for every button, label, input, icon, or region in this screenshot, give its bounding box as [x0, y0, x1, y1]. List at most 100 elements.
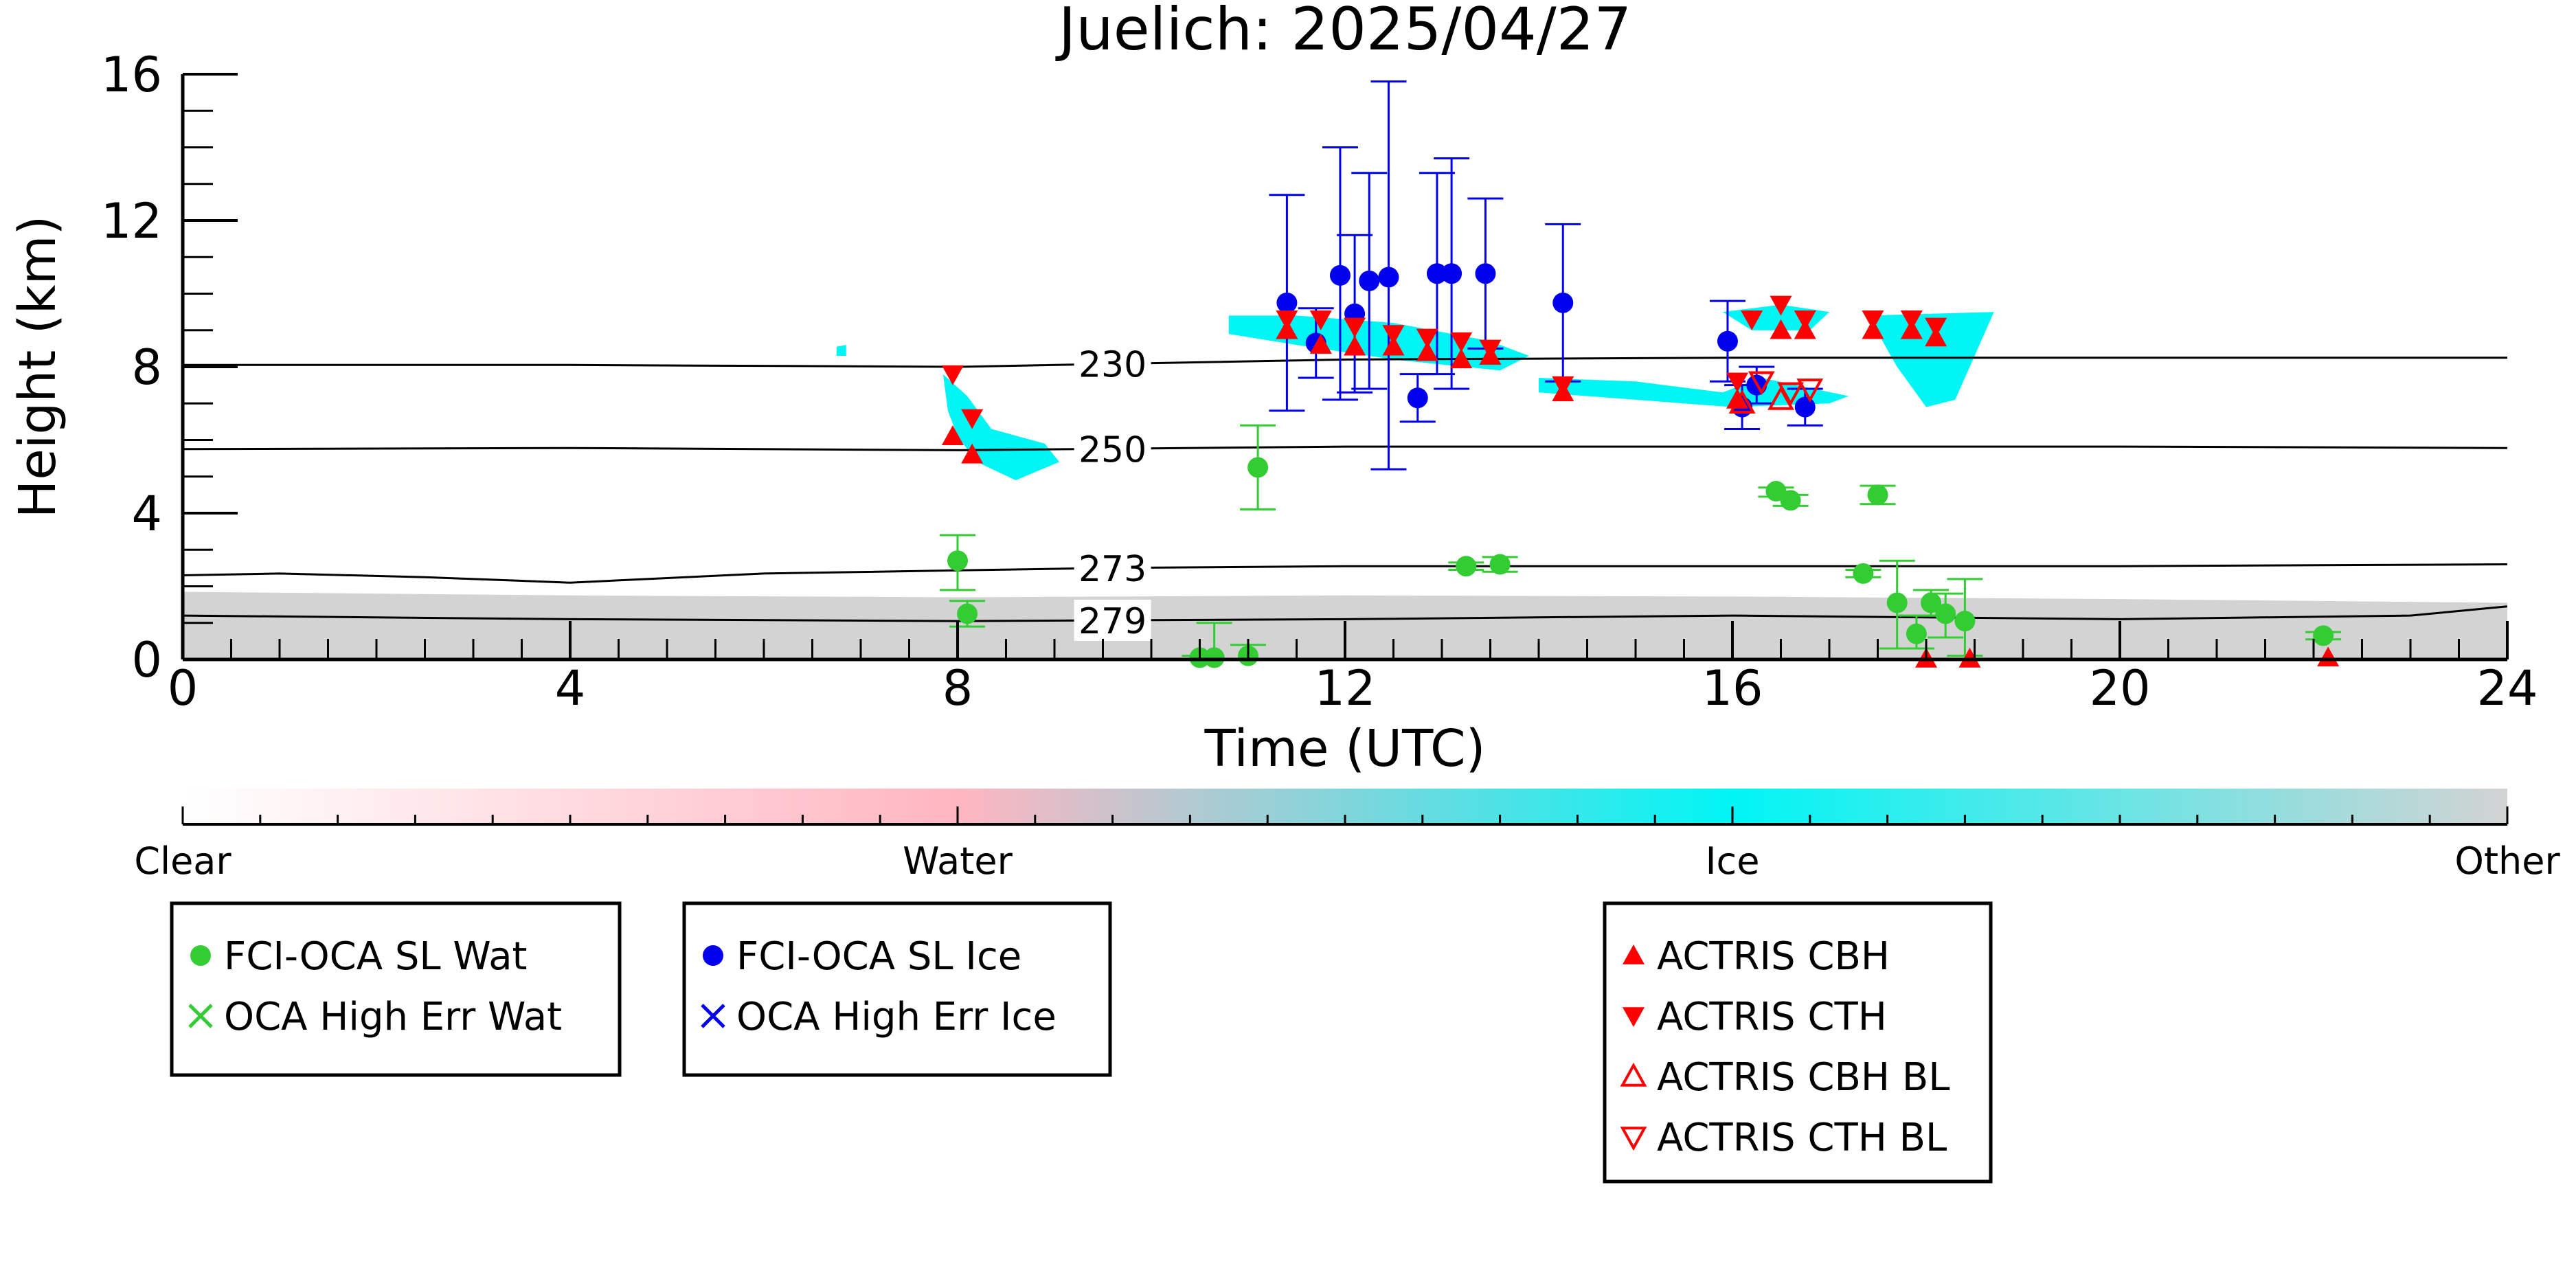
y-axis-label: Height (km): [8, 216, 67, 519]
legend-label-actris-cbh-bl: ACTRIS CBH BL: [1657, 1055, 1950, 1100]
colorbar-label-clear: Clear: [134, 839, 231, 883]
point-actris-cbh-18: [2317, 646, 2340, 667]
point-fci-oca-sl-wat-11: [1867, 484, 1888, 506]
point-fci-oca-sl-ice-10: [1552, 292, 1574, 313]
legend-entry-oca-high-err-ice: OCA High Err Ice: [701, 995, 1057, 1039]
point-fci-oca-sl-wat-16: [1954, 611, 1976, 632]
ice-cloud-region-3: [1539, 378, 1849, 407]
point-fci-oca-sl-ice-11: [1717, 330, 1738, 352]
point-actris-cbh-3: [1309, 334, 1332, 354]
legend-label-fci-oca-sl-wat: FCI-OCA SL Wat: [224, 934, 528, 979]
ice-cloud-region-4: [1722, 304, 1829, 330]
legend-marker-actris-cbh-bl: [1620, 1062, 1647, 1087]
ice-cloud-region-5: [1868, 312, 1994, 407]
legend-label-oca-high-err-ice: OCA High Err Ice: [736, 995, 1057, 1039]
contour-label-bg-273: [1074, 547, 1151, 589]
phase-colorbar: Clear Water Ice Other: [134, 789, 2560, 883]
point-actris-cth-11: [1741, 310, 1763, 330]
legend-label-actris-cth-bl: ACTRIS CTH BL: [1657, 1116, 1947, 1160]
contour-label-250: 250: [1078, 429, 1146, 471]
colorbar-label-other: Other: [2454, 839, 2560, 883]
point-actris-cbh-4: [1344, 335, 1366, 356]
legend-frame: [682, 901, 1112, 1077]
point-actris-cbh-6: [1416, 341, 1438, 361]
contour-label-279: 279: [1078, 601, 1146, 642]
contour-label-230: 230: [1078, 345, 1146, 386]
point-actris-cth-14: [1862, 310, 1884, 330]
point-actris-cbh-0: [941, 425, 964, 445]
ice-cloud-region-0: [942, 374, 1060, 481]
point-fci-oca-sl-ice-0: [1276, 292, 1298, 313]
legend-label-actris-cbh: ACTRIS CBH: [1657, 934, 1890, 979]
legend-marker-oca-high-err-ice: [701, 1004, 725, 1028]
point-actris-cth-6: [1416, 328, 1438, 349]
point-actris-cbh-bl-0: [1728, 389, 1756, 414]
point-fci-oca-sl-wat-17: [2313, 625, 2334, 646]
legend-box-2: ACTRIS CBH ACTRIS CTH ACTRIS CBH BL ACTRIS …: [1603, 901, 1993, 1184]
contour-label-bg-230: [1074, 343, 1151, 385]
point-actris-cth-bl-2: [1796, 379, 1824, 403]
plot-area: 230 250 273 279: [183, 80, 2507, 668]
point-fci-oca-sl-wat-12: [1886, 592, 1908, 613]
legend-marker-actris-cth-bl: [1620, 1127, 1647, 1151]
axes: 0 4 8 12 16 0 4 8 12 16 20 24: [101, 47, 2538, 716]
legend-entry-fci-oca-sl-ice: FCI-OCA SL Ice: [703, 934, 1021, 979]
point-actris-cbh-11: [1770, 319, 1792, 339]
point-fci-oca-sl-wat-6: [1456, 556, 1477, 577]
point-fci-oca-sl-ice-4: [1359, 270, 1380, 291]
legend-frame: [1603, 901, 1993, 1184]
point-actris-cth-0: [941, 365, 964, 385]
x-tick-label-16: 16: [1702, 660, 1763, 716]
y-tick-label-0: 0: [131, 632, 162, 688]
point-actris-cbh-1: [961, 443, 984, 464]
legend-frame: [170, 901, 622, 1077]
legend-entry-oca-high-err-wat: OCA High Err Wat: [188, 995, 562, 1039]
legend-marker-oca-high-err-wat-stroke-b: [188, 1004, 213, 1028]
legend-label-fci-oca-sl-ice: FCI-OCA SL Ice: [736, 934, 1021, 979]
point-actris-cbh-17: [1958, 647, 1981, 668]
legend-box-0: FCI-OCA SL Wat OCA High Err Wat: [170, 901, 622, 1077]
legend-label-actris-cth: ACTRIS CTH: [1657, 995, 1887, 1039]
point-fci-oca-sl-ice-7: [1426, 263, 1447, 284]
chart-title: Juelich: 2025/04/27: [1055, 0, 1631, 64]
colorbar-label-water: Water: [903, 839, 1013, 883]
legend-entry-actris-cbh: ACTRIS CBH: [1623, 934, 1890, 979]
legend-marker-actris-cbh: [1623, 945, 1645, 964]
contour-label-bg-250: [1074, 428, 1151, 470]
ice-cloud-region-2: [1228, 315, 1529, 371]
point-fci-oca-sl-wat-15: [1935, 603, 1956, 624]
colorbar-label-ice: Ice: [1706, 839, 1760, 883]
legend-marker-oca-high-err-wat: [188, 1004, 213, 1028]
point-fci-oca-sl-ice-9: [1475, 263, 1496, 284]
legend-entry-actris-cth: ACTRIS CTH: [1623, 995, 1887, 1039]
y-tick-label-8: 8: [131, 339, 162, 396]
legend-label-oca-high-err-wat: OCA High Err Wat: [224, 995, 562, 1039]
legend-box-1: FCI-OCA SL Ice OCA High Err Ice: [682, 901, 1112, 1077]
point-fci-oca-sl-ice-14: [1794, 396, 1816, 418]
point-actris-cth-9: [1552, 376, 1574, 396]
contour-250: [183, 445, 2507, 451]
point-fci-oca-sl-wat-9: [1780, 490, 1801, 511]
point-actris-cth-16: [1925, 317, 1947, 338]
x-tick-label-8: 8: [942, 660, 973, 716]
y-tick-label-16: 16: [101, 47, 162, 103]
point-actris-cth-1: [961, 409, 984, 429]
point-fci-oca-sl-wat-13: [1906, 623, 1927, 644]
contour-273: [183, 563, 2507, 584]
point-actris-cth-8: [1479, 339, 1502, 360]
point-fci-oca-sl-ice-6: [1407, 387, 1428, 409]
point-fci-oca-sl-wat-1: [957, 603, 978, 624]
x-tick-label-0: 0: [168, 660, 199, 716]
point-fci-oca-sl-ice-5: [1378, 267, 1399, 288]
point-actris-cbh-5: [1382, 335, 1405, 356]
contour-label-bg-279: [1074, 600, 1151, 642]
point-fci-oca-sl-ice-2: [1329, 264, 1351, 286]
point-actris-cth-5: [1382, 325, 1405, 346]
point-fci-oca-sl-wat-0: [947, 550, 968, 572]
contour-label-273: 273: [1078, 549, 1146, 590]
point-actris-cth-bl-1: [1777, 382, 1804, 407]
x-tick-label-24: 24: [2476, 660, 2538, 716]
point-actris-cth-13: [1794, 310, 1816, 330]
